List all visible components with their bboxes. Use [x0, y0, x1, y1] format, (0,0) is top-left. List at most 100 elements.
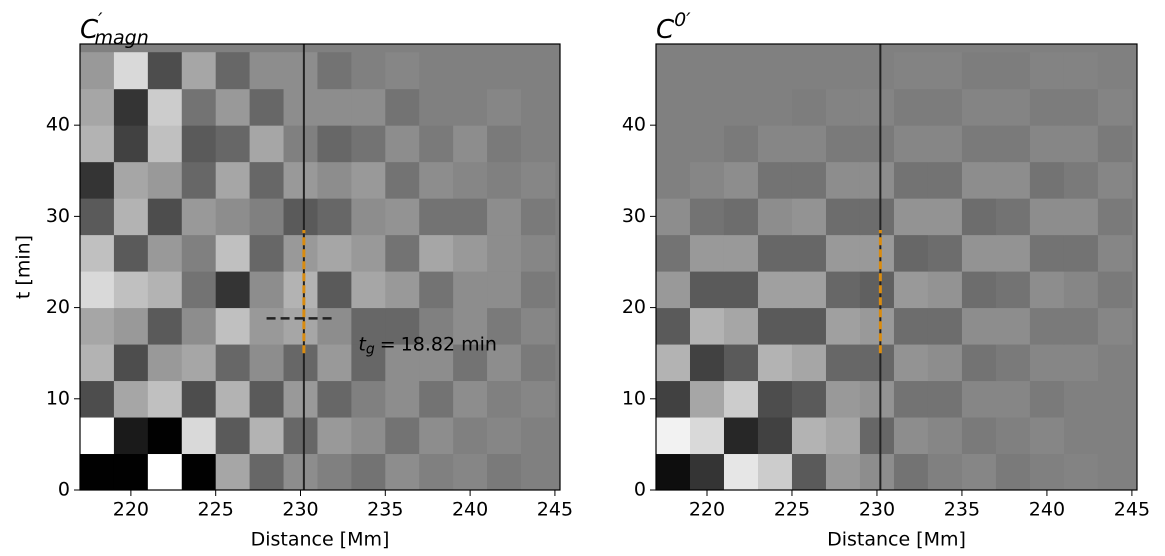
heatmap-cell [723, 198, 759, 236]
heatmap-cell [317, 198, 352, 236]
heatmap-cell [893, 453, 929, 491]
heatmap-cell [791, 198, 827, 236]
heatmap-cell [757, 125, 793, 163]
heatmap-cell [215, 417, 251, 455]
heatmap-cell [1029, 417, 1065, 455]
heatmap-cell [249, 198, 285, 236]
heatmap-cell [487, 453, 522, 491]
heatmap-cell [791, 161, 827, 199]
heatmap-cell [825, 161, 861, 199]
heatmap-cell [1097, 125, 1133, 163]
y-axis-label: t [min] [13, 235, 35, 299]
heatmap-cell [453, 344, 488, 382]
heatmap-cell [351, 234, 386, 272]
heatmap-cell [181, 307, 217, 345]
heatmap-cell [825, 198, 861, 236]
heatmap-cell [1063, 161, 1099, 199]
heatmap-cell [351, 198, 386, 236]
y-tick-label: 0 [634, 479, 646, 501]
heatmap-cell [1097, 307, 1133, 345]
plot-frame [655, 43, 1138, 491]
y-tick-label: 10 [46, 387, 70, 409]
heatmap-cell [927, 125, 963, 163]
heatmap-cell [656, 198, 691, 236]
heatmap-cell [689, 380, 725, 418]
heatmap-cell [893, 417, 929, 455]
heatmap-cell [859, 307, 895, 345]
heatmap-cell [1029, 380, 1065, 418]
heatmap-cell [1029, 198, 1065, 236]
heatmap-cell [419, 307, 454, 345]
heatmap-cell [113, 234, 149, 272]
heatmap-cell [419, 88, 454, 126]
chart-title: C0′ [656, 9, 691, 45]
heatmap-cell [283, 52, 318, 90]
heatmap-cell [249, 380, 285, 418]
heatmap-cell [656, 344, 691, 382]
heatmap-cell [351, 271, 386, 309]
heatmap-cell [283, 453, 318, 491]
heatmap-cell [927, 271, 963, 309]
heatmap-cell [723, 52, 759, 90]
heatmap-cell [487, 380, 522, 418]
heatmap-cell [520, 453, 556, 491]
heatmap-cell [249, 125, 285, 163]
heatmap-cell [215, 88, 251, 126]
heatmap-cell [656, 380, 691, 418]
annotation-unit: min [461, 333, 497, 355]
heatmap-cell [893, 161, 929, 199]
heatmap-cell [1097, 271, 1133, 309]
heatmap-cell [1097, 198, 1133, 236]
heatmap-cell [419, 234, 454, 272]
heatmap-cell [995, 453, 1031, 491]
heatmap-cell [317, 344, 352, 382]
heatmap-cell [825, 125, 861, 163]
heatmap-cell [791, 344, 827, 382]
heatmap-cell [859, 234, 895, 272]
heatmap-cell [181, 271, 217, 309]
heatmap-cell [1029, 234, 1065, 272]
heatmap-cell [317, 307, 352, 345]
plot-frame [79, 43, 561, 491]
heatmap-cell [995, 161, 1031, 199]
chart-title: C′ magn [80, 9, 149, 49]
heatmap-cell [723, 161, 759, 199]
heatmap-cell [859, 198, 895, 236]
heatmap-cell [453, 307, 488, 345]
heatmap-cell [656, 125, 691, 163]
heatmap-cell [249, 161, 285, 199]
heatmap-cell [453, 380, 488, 418]
y-tick-label: 20 [622, 296, 646, 318]
heatmap-cell [487, 271, 522, 309]
heatmap-cell [249, 52, 285, 90]
heatmap-cell [419, 271, 454, 309]
heatmap-cell [249, 88, 285, 126]
heatmap-cell [215, 234, 251, 272]
heatmap-cell [825, 380, 861, 418]
heatmap-cell [283, 344, 318, 382]
heatmap-cell [961, 271, 997, 309]
heatmap-cell [80, 271, 115, 309]
heatmap-cell [927, 380, 963, 418]
x-tick-label: 245 [1114, 499, 1150, 521]
heatmap-cell [283, 125, 318, 163]
heatmap-cell [961, 88, 997, 126]
x-axis-label: Distance [Mm] [251, 529, 390, 551]
heatmap-cell [487, 307, 522, 345]
heatmap-cell [995, 125, 1031, 163]
heatmap-cell [723, 234, 759, 272]
heatmap-cell [656, 161, 691, 199]
heatmap-cell [453, 271, 488, 309]
heatmap-cell [1063, 198, 1099, 236]
heatmap-cell [520, 271, 556, 309]
heatmap-cell [351, 380, 386, 418]
heatmap-cell [859, 344, 895, 382]
heatmap-cell [249, 234, 285, 272]
heatmap-cell [1063, 417, 1099, 455]
heatmap-cell [520, 344, 556, 382]
heatmap-cell [689, 125, 725, 163]
heatmap-cell [689, 417, 725, 455]
heatmap-cell [113, 125, 149, 163]
heatmap-cell [1063, 453, 1099, 491]
